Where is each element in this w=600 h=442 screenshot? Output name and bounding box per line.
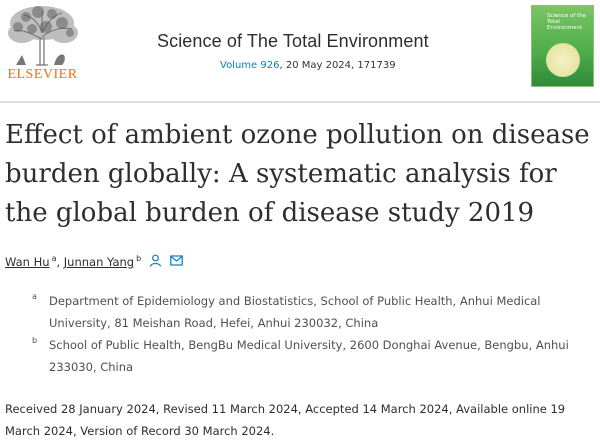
elsevier-wordmark: ELSEVIER (7, 67, 78, 82)
person-icon[interactable] (149, 254, 162, 270)
issue-details: , 20 May 2024, 171739 (279, 60, 396, 71)
volume-link[interactable]: Volume 926 (220, 60, 280, 71)
affiliation-b: b School of Public Health, BengBu Medica… (32, 334, 572, 378)
author-separator: , (56, 254, 61, 269)
author-name[interactable]: Junnan Yang (63, 254, 135, 269)
tree-logo-icon (2, 3, 82, 70)
article-history: Received 28 January 2024, Revised 11 Mar… (5, 402, 566, 438)
author-affiliation-mark: b (136, 254, 142, 263)
journal-title[interactable]: Science of The Total Environment (157, 31, 429, 51)
author-affiliation-mark: a (51, 254, 57, 263)
affiliation-mark: b (32, 336, 38, 345)
affiliation-mark: a (32, 292, 37, 301)
journal-meta: Volume 926, 20 May 2024, 171739 (220, 60, 396, 71)
journal-cover-thumbnail[interactable]: Science of the Total Environment (531, 5, 594, 87)
affiliation-text: School of Public Health, BengBu Medical … (49, 338, 569, 374)
envelope-icon[interactable] (169, 255, 183, 269)
cover-title: Science of the Total Environment (547, 13, 587, 31)
cover-image-icon (546, 43, 580, 77)
affiliation-a: a Department of Epidemiology and Biostat… (32, 290, 572, 334)
author-list: Wan Hu a, Junnan Yang b (5, 254, 183, 270)
article-title: Effect of ambient ozone pollution on dis… (5, 120, 590, 228)
affiliation-text: Department of Epidemiology and Biostatis… (49, 294, 541, 330)
header-divider (0, 101, 600, 103)
author-name[interactable]: Wan Hu (5, 254, 50, 269)
